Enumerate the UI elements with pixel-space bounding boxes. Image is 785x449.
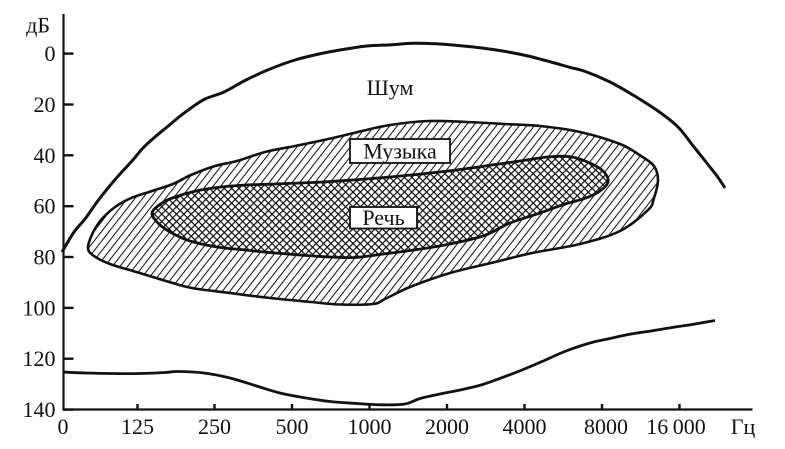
svg-text:500: 500 xyxy=(276,414,309,439)
svg-text:60: 60 xyxy=(34,194,56,219)
svg-text:20: 20 xyxy=(34,92,56,117)
svg-text:0: 0 xyxy=(45,41,56,66)
svg-text:2000: 2000 xyxy=(425,414,469,439)
svg-text:8000: 8000 xyxy=(584,414,628,439)
svg-text:Шум: Шум xyxy=(367,75,414,100)
svg-text:40: 40 xyxy=(34,143,56,168)
svg-text:1000: 1000 xyxy=(348,414,392,439)
svg-text:Музыка: Музыка xyxy=(363,139,437,164)
svg-text:дБ: дБ xyxy=(26,13,50,38)
svg-text:0: 0 xyxy=(58,414,69,439)
svg-text:Гц: Гц xyxy=(731,414,756,439)
svg-text:Речь: Речь xyxy=(362,205,404,230)
svg-text:250: 250 xyxy=(198,414,231,439)
svg-text:125: 125 xyxy=(121,414,154,439)
svg-text:100: 100 xyxy=(23,295,56,320)
svg-text:16 000: 16 000 xyxy=(646,414,705,439)
svg-text:4000: 4000 xyxy=(503,414,547,439)
svg-text:80: 80 xyxy=(34,245,56,270)
svg-text:140: 140 xyxy=(23,397,56,422)
svg-text:120: 120 xyxy=(23,346,56,371)
